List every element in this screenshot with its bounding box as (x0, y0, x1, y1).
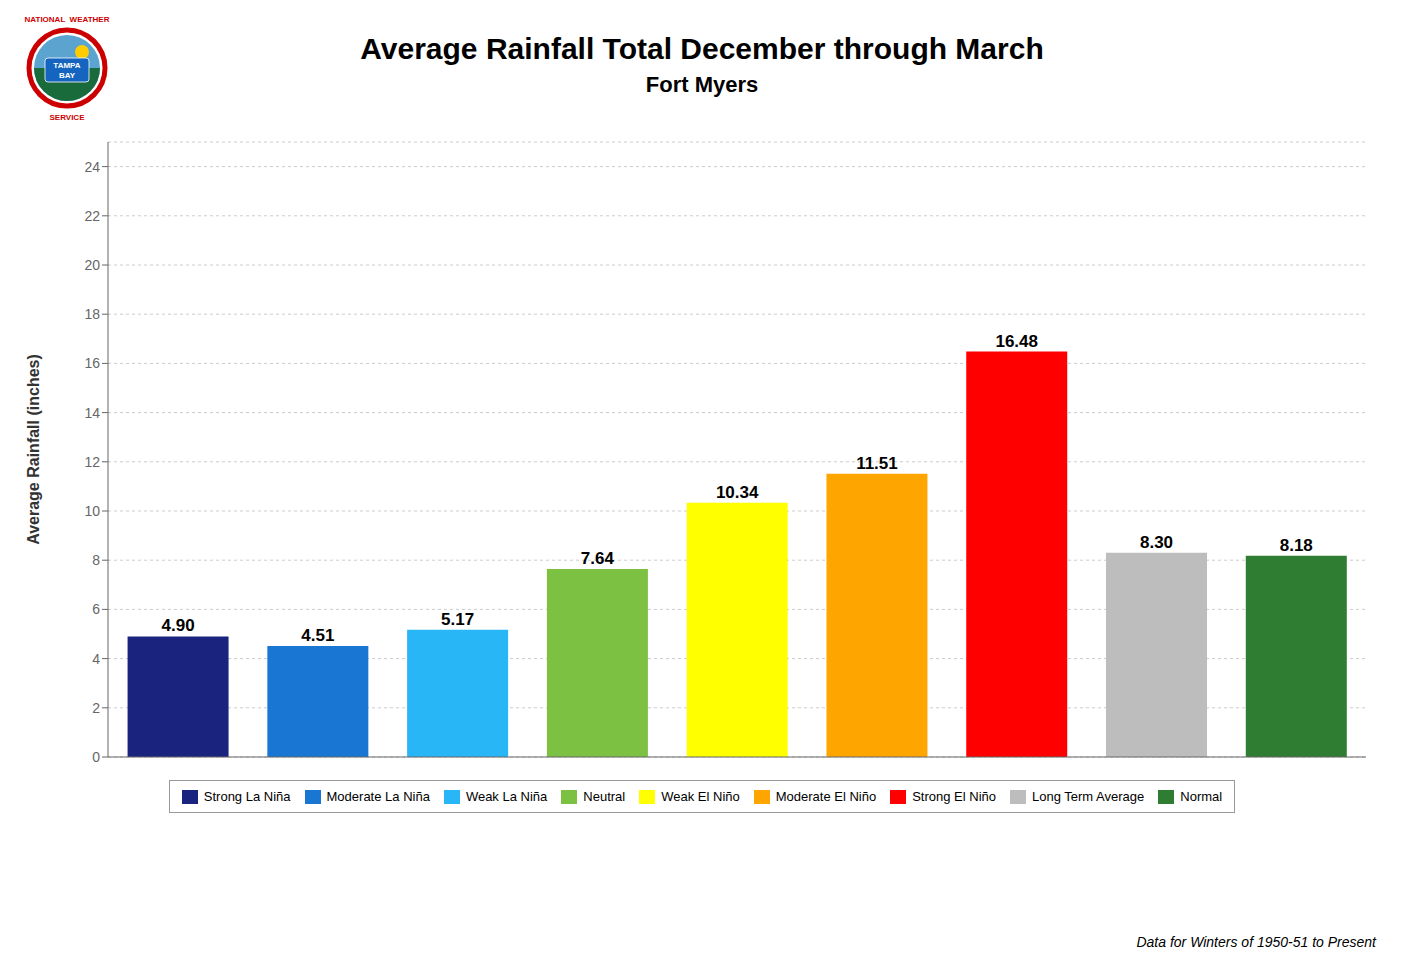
svg-text:24: 24 (84, 159, 100, 175)
svg-text:14: 14 (84, 405, 100, 421)
svg-text:5.17: 5.17 (441, 610, 474, 629)
html-text:Strong La Niña: Strong La Niña (203, 789, 291, 804)
svg-text:Average Rainfall (inches): Average Rainfall (inches) (25, 354, 42, 545)
svg-text:4.90: 4.90 (162, 616, 195, 635)
svg-text:0: 0 (92, 749, 100, 765)
html-text:Normal: Normal (1180, 789, 1223, 804)
svg-text:11.51: 11.51 (856, 454, 898, 473)
svg-text:16.48: 16.48 (995, 332, 1038, 351)
svg-text:22: 22 (84, 208, 100, 224)
html-text:Data for Winters of 1950-51 to: Data for Winters of 1950-51 to Present (1136, 934, 1376, 950)
svg-text:2: 2 (92, 700, 100, 716)
svg-text:12: 12 (84, 454, 100, 470)
html-text:Fort Myers: Fort Myers (645, 72, 759, 97)
html-text:Strong El Niño: Strong El Niño (912, 789, 996, 804)
svg-text:8.18: 8.18 (1280, 536, 1313, 555)
svg-text:BAY: BAY (59, 71, 76, 80)
svg-text:TAMPA: TAMPA (53, 61, 80, 70)
html-text:Long Term Average: Long Term Average (1032, 789, 1145, 804)
svg-text:20: 20 (84, 257, 100, 273)
svg-text:8.30: 8.30 (1140, 533, 1173, 552)
svg-text:10: 10 (84, 503, 100, 519)
svg-text:18: 18 (84, 306, 100, 322)
svg-text:NATIONAL WEATHER: NATIONAL WEATHER (25, 15, 110, 24)
svg-text:10.34: 10.34 (716, 483, 759, 502)
svg-text:4.51: 4.51 (301, 626, 334, 645)
html-text:Average Rainfall Total Decembe: Average Rainfall Total December through … (360, 32, 1044, 65)
svg-text:6: 6 (92, 601, 100, 617)
svg-text:16: 16 (84, 355, 100, 371)
html-text:Weak La Niña: Weak La Niña (465, 789, 548, 804)
html-text:Neutral: Neutral (583, 789, 626, 804)
html-text:Weak El Niño: Weak El Niño (661, 789, 740, 804)
svg-text:7.64: 7.64 (581, 549, 615, 568)
html-text:Moderate El Niño: Moderate El Niño (775, 789, 877, 804)
svg-text:4: 4 (92, 651, 100, 667)
svg-text:SERVICE: SERVICE (50, 113, 86, 122)
svg-text:8: 8 (92, 552, 100, 568)
html-text:Moderate La Niña: Moderate La Niña (326, 789, 430, 804)
